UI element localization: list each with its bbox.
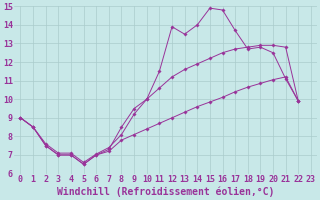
X-axis label: Windchill (Refroidissement éolien,°C): Windchill (Refroidissement éolien,°C) <box>57 187 274 197</box>
